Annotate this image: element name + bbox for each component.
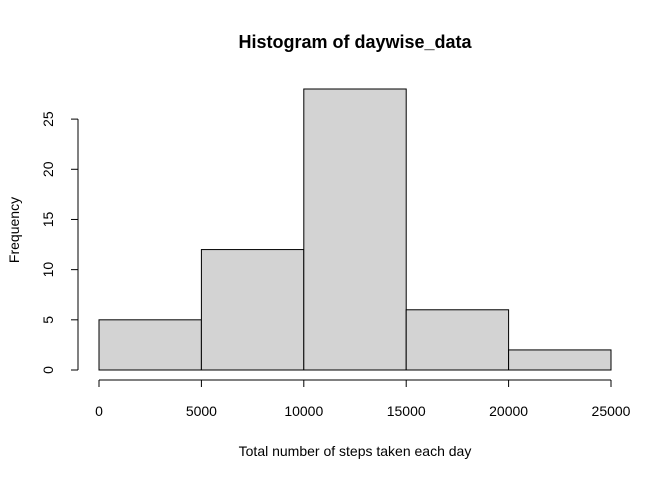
chart-title: Histogram of daywise_data [238, 32, 472, 52]
histogram-bar-5 [508, 349, 612, 371]
histogram-bar-1 [98, 319, 202, 371]
x-tick-label-3: 10000 [284, 403, 323, 419]
x-tick-label-2: 5000 [186, 403, 217, 419]
bars-group [98, 88, 612, 371]
x-tick-label-4: 15000 [387, 403, 426, 419]
x-axis-label: Total number of steps taken each day [239, 443, 472, 459]
y-tick-label-1: 0 [40, 366, 56, 374]
y-tick-label-3: 10 [40, 262, 56, 278]
histogram-bar-2 [200, 249, 305, 371]
histogram-bar-4 [405, 309, 510, 371]
y-tick-label-2: 5 [40, 316, 56, 324]
x-tick-label-6: 25000 [592, 403, 631, 419]
y-tick-label-4: 15 [40, 211, 56, 227]
y-tick-label-5: 20 [40, 161, 56, 177]
histogram-bar-3 [303, 88, 407, 371]
y-tick-label-6: 25 [40, 111, 56, 127]
y-axis: 0 5 10 15 20 25 [40, 111, 79, 374]
x-tick-label-5: 20000 [489, 403, 528, 419]
x-tick-label-1: 0 [95, 403, 103, 419]
x-axis: 0 5000 10000 15000 20000 25000 [95, 379, 631, 419]
y-axis-label: Frequency [6, 197, 22, 263]
